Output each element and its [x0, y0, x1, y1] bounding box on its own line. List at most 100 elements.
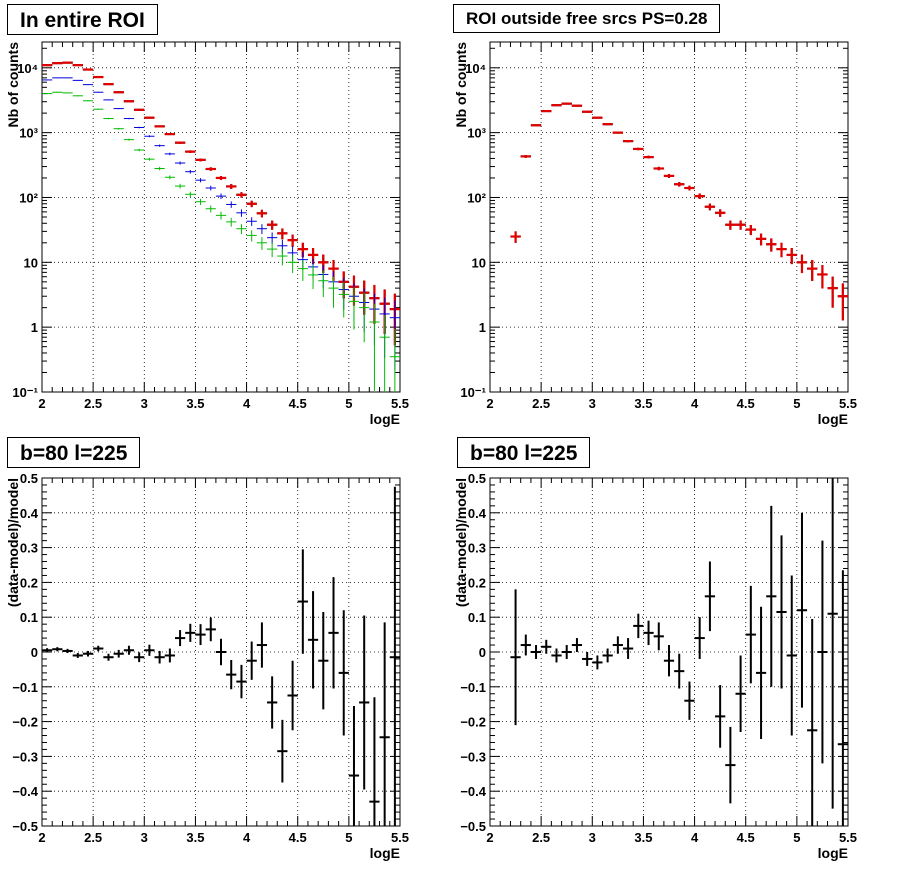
data-point [786, 575, 797, 736]
y-tick-label: 10⁻¹ [12, 385, 38, 400]
data-point [62, 61, 73, 64]
data-point [52, 62, 63, 65]
data-point [164, 152, 175, 156]
series-data [42, 486, 400, 826]
data-point [277, 249, 288, 266]
data-point [205, 617, 216, 642]
data-point [164, 175, 175, 180]
y-tick-label: 0.5 [20, 471, 38, 486]
data-point [62, 92, 73, 94]
data-point [164, 132, 175, 136]
data-point [297, 260, 308, 281]
data-point [328, 577, 339, 689]
data-point [215, 211, 227, 220]
data-point [185, 191, 196, 198]
data-point [72, 79, 83, 81]
x-tick-label: 5.5 [391, 396, 409, 411]
data-point [643, 155, 654, 159]
data-point [612, 636, 623, 654]
y-tick-label: 10⁴ [17, 61, 38, 76]
data-point [52, 91, 63, 93]
data-point [592, 116, 603, 119]
data-point [52, 647, 63, 652]
x-tick-label: 2 [38, 396, 45, 411]
x-tick-label: 5 [345, 830, 352, 845]
data-point [195, 178, 206, 183]
data-point [185, 169, 196, 174]
data-point [205, 185, 216, 191]
series-model [510, 102, 848, 321]
data-point [674, 182, 685, 187]
data-point [715, 209, 726, 217]
data-point [134, 126, 145, 129]
data-point [195, 158, 206, 162]
data-point [215, 193, 227, 199]
data-point [72, 64, 83, 67]
x-tick-label: 3 [589, 396, 596, 411]
x-tick-label: 4.5 [737, 396, 755, 411]
data-point [530, 645, 542, 659]
data-point [520, 155, 531, 158]
series-data [42, 61, 400, 346]
x-axis-title: logE [818, 845, 848, 861]
data-point [82, 84, 94, 86]
data-point [318, 270, 329, 297]
y-axis-title: Nb of counts [5, 42, 21, 128]
data-point [694, 193, 705, 199]
y-tick-label: −0.1 [460, 680, 486, 695]
data-point [827, 276, 838, 308]
data-point [551, 104, 562, 107]
data-point [256, 224, 268, 235]
data-point [267, 232, 278, 245]
data-point [653, 622, 664, 651]
data-point [796, 512, 808, 708]
data-point [766, 505, 777, 687]
data-point [103, 83, 114, 86]
x-tick-label: 3 [589, 830, 596, 845]
y-tick-label: −0.4 [12, 784, 38, 799]
data-point [246, 641, 257, 680]
x-tick-label: 4.5 [289, 830, 307, 845]
data-point [704, 203, 716, 211]
data-point [369, 303, 380, 391]
data-point [745, 224, 756, 236]
x-tick-label: 5.5 [839, 830, 857, 845]
data-point [755, 606, 767, 739]
data-point [246, 217, 257, 226]
data-point [592, 655, 603, 670]
x-tick-label: 3 [141, 830, 148, 845]
data-point [215, 638, 227, 666]
data-point [837, 283, 848, 321]
x-tick-label: 3.5 [634, 830, 652, 845]
data-point [144, 157, 155, 161]
data-point [287, 234, 298, 247]
plot-panel-0: 2 2.5 3 3.5 4 4.5 5 5.5 10⁻¹ 1 10 10² 10³ 10⁴ logE Nb o… [5, 41, 409, 427]
y-tick-label: −0.2 [460, 715, 486, 730]
data-point [236, 224, 247, 235]
x-tick-label: 4.5 [289, 396, 307, 411]
series-blue [42, 77, 400, 371]
y-tick-label: −0.5 [460, 819, 486, 834]
y-tick-label: −0.3 [12, 749, 38, 764]
y-axis-title: (data-model)/model [5, 478, 21, 607]
data-point [817, 540, 828, 764]
y-tick-label: −0.1 [12, 680, 38, 695]
series-green [42, 91, 400, 392]
data-point [561, 102, 572, 105]
x-tick-label: 4 [243, 830, 251, 845]
panel-title-roi-outside: ROI outside free srcs PS=0.28 [453, 4, 721, 33]
data-point [561, 645, 572, 659]
data-point [205, 167, 216, 171]
y-tick-label: 1 [31, 320, 38, 335]
panel-title-residual-right: b=80 l=225 [457, 437, 591, 468]
data-point [277, 719, 288, 783]
y-tick-label: 1 [479, 320, 486, 335]
data-point [755, 233, 767, 246]
data-point [113, 649, 124, 658]
data-point [123, 138, 135, 141]
y-tick-label: 0.2 [468, 575, 486, 590]
data-point [827, 478, 838, 809]
y-tick-label: 10 [472, 255, 486, 270]
data-point [82, 650, 94, 657]
